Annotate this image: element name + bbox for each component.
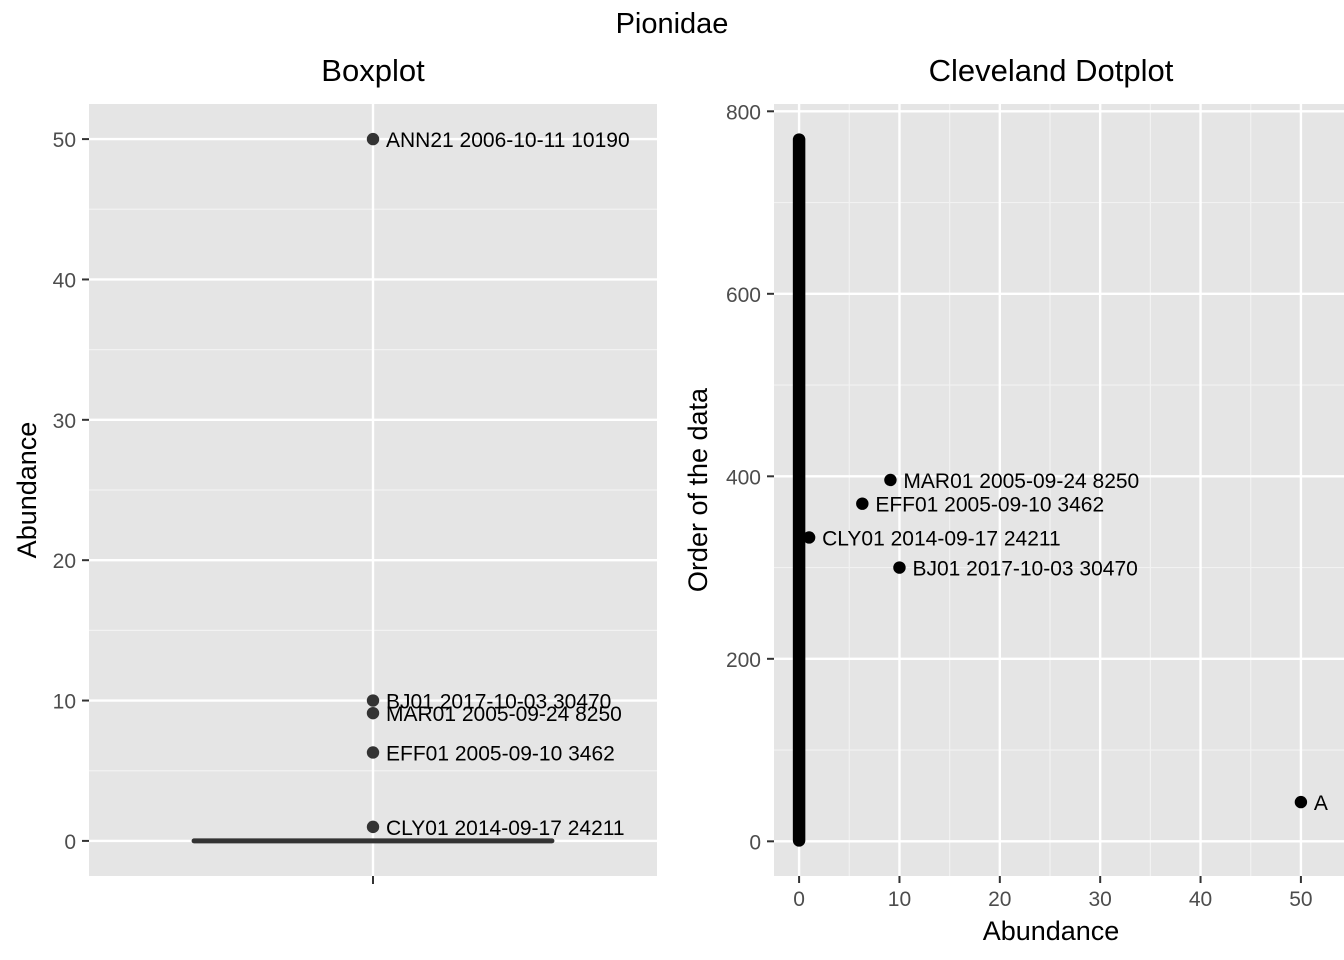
dotplot-point-label: CLY01 2014-09-17 24211 (822, 527, 1061, 550)
boxplot-y-tick-label: 30 (53, 410, 76, 433)
dotplot-y-axis-title: Order of the data (683, 387, 713, 592)
boxplot-y-tick-label: 0 (64, 831, 76, 854)
dotplot-plot-background (774, 104, 1344, 876)
dotplot-x-tick-label: 0 (793, 888, 805, 911)
boxplot-outlier-label: CLY01 2014-09-17 24211 (386, 817, 625, 840)
boxplot-y-tick-label: 50 (53, 129, 76, 152)
dotplot-point (856, 497, 869, 510)
dotplot-point-label: BJ01 2017-10-03 30470 (912, 558, 1137, 581)
boxplot-panel: Boxplot 0 10 20 30 40 50 ANN21 2006-10-11 101… (12, 53, 657, 884)
boxplot-outlier-point (366, 706, 380, 720)
boxplot-outlier-point (366, 694, 380, 707)
boxplot-y-axis: 0 10 20 30 40 50 (53, 129, 374, 884)
dotplot-point (884, 473, 897, 487)
boxplot-outlier-label: EFF01 2005-09-10 3462 (386, 742, 615, 765)
boxplot-y-tick-label: 10 (53, 691, 76, 714)
dotplot-title: Cleveland Dotplot (929, 53, 1174, 88)
boxplot-outlier-label: MAR01 2005-09-24 8250 (386, 703, 622, 726)
dotplot-point (1294, 795, 1308, 809)
dotplot-x-tick-label: 10 (888, 888, 911, 911)
dotplot-point-label: MAR01 2005-09-24 8250 (903, 470, 1139, 493)
dotplot-y-tick-label: 800 (726, 101, 761, 124)
boxplot-y-tick-label: 20 (53, 550, 76, 573)
dotplot-x-tick-label: 50 (1289, 888, 1312, 911)
dotplot-point (893, 561, 906, 574)
boxplot-y-axis-title: Abundance (12, 422, 42, 559)
dotplot-y-tick-label: 200 (726, 649, 761, 672)
figure-title: Pionidae (616, 8, 729, 40)
boxplot-outlier-label: BJ01 2017-10-03 30470 (386, 691, 611, 714)
dotplot-x-axis-title: Abundance (983, 916, 1120, 946)
dotplot-point (802, 531, 816, 544)
boxplot-outlier-point (366, 132, 380, 146)
boxplot-outlier-point (366, 820, 380, 834)
dotplot-y-tick-label: 600 (726, 284, 761, 307)
dotplot-point-label: EFF01 2005-09-10 3462 (875, 494, 1104, 517)
boxplot-outlier-point (366, 746, 380, 759)
boxplot-outlier-label: ANN21 2006-10-11 10190 (386, 129, 630, 152)
dotplot-panel: Cleveland Dotplot 0 10 20 30 40 50 0 200 400 600 8… (683, 53, 1344, 946)
dotplot-y-tick-label: 0 (749, 831, 761, 854)
dotplot-y-tick-label: 400 (726, 466, 761, 489)
dotplot-x-tick-label: 40 (1189, 888, 1212, 911)
boxplot-title: Boxplot (321, 53, 425, 88)
dotplot-x-tick-label: 20 (988, 888, 1011, 911)
dotplot-point-label: A (1314, 792, 1328, 815)
dotplot-axes: 0 10 20 30 40 50 0 200 400 600 800 (726, 101, 1313, 911)
boxplot-y-tick-label: 40 (53, 269, 76, 292)
dotplot-x-tick-label: 30 (1089, 888, 1112, 911)
boxplot-marks: ANN21 2006-10-11 10190 BJ01 2017-10-03 30… (191, 129, 630, 844)
